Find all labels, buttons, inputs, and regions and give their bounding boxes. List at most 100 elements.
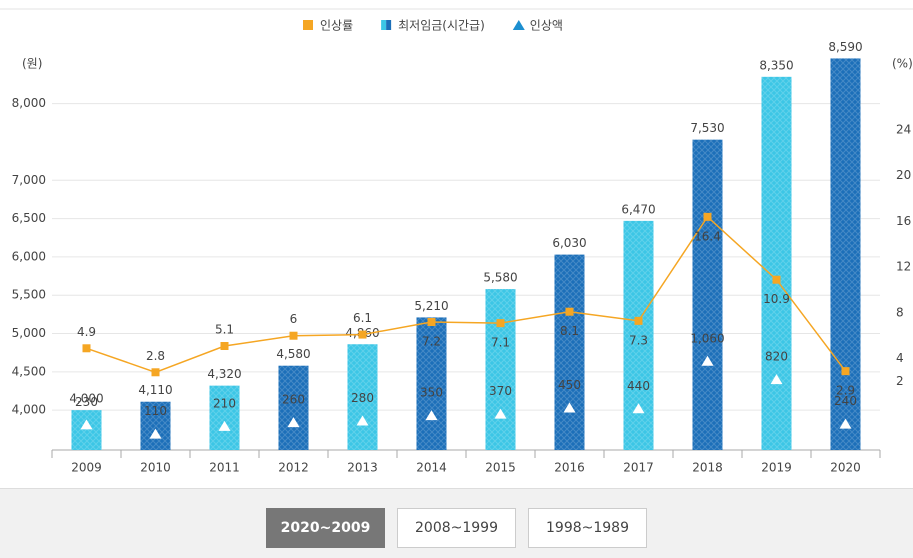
rate-marker <box>289 331 298 340</box>
y-tick-label: 5,000 <box>12 326 46 340</box>
increase-label: 210 <box>213 396 236 410</box>
rate-line <box>86 215 847 374</box>
x-tick-label: 2020 <box>830 461 861 475</box>
period-button[interactable]: 2020~2009 <box>266 508 385 548</box>
increase-label: 820 <box>765 350 788 364</box>
increase-label: 260 <box>282 393 305 407</box>
period-bar: 2020~2009 2008~1999 1998~1989 <box>0 488 913 558</box>
x-tick-label: 2014 <box>416 461 447 475</box>
rate-marker <box>496 319 505 328</box>
bar <box>761 76 792 451</box>
increase-marker <box>287 417 300 428</box>
bar <box>554 254 585 450</box>
legend-swatch <box>381 20 387 30</box>
x-tick-label: 2016 <box>554 461 585 475</box>
bar <box>140 401 171 450</box>
increase-marker <box>356 415 369 426</box>
y2-tick-label: 4 <box>896 351 904 365</box>
legend-swatch <box>303 20 313 30</box>
period-button[interactable]: 2008~1999 <box>397 508 516 548</box>
y2-tick-label: 16 <box>896 214 911 228</box>
y2-tick-label: 20 <box>896 168 911 182</box>
rate-label: 7.1 <box>491 336 510 350</box>
increase-marker <box>149 428 162 439</box>
rate-label: 4.9 <box>77 325 96 339</box>
legend-label: 인상률 <box>320 19 353 33</box>
rate-marker <box>358 330 367 339</box>
rate-marker <box>565 307 574 316</box>
increase-label: 240 <box>834 394 857 408</box>
bar <box>71 410 102 450</box>
y-tick-label: 6,000 <box>12 249 46 263</box>
rate-marker <box>703 212 712 221</box>
y2-tick-label: 8 <box>896 305 904 319</box>
increase-marker <box>218 420 231 431</box>
y-tick-label: 7,000 <box>12 173 46 187</box>
legend-swatch <box>386 20 392 30</box>
x-tick-label: 2009 <box>71 461 102 475</box>
bar <box>347 344 378 450</box>
increase-marker <box>563 402 576 413</box>
y2-tick-label: 2 <box>896 374 904 388</box>
rate-marker <box>841 367 850 376</box>
rate-label: 6 <box>290 312 298 326</box>
rate-label: 10.9 <box>763 292 790 306</box>
x-tick-label: 2012 <box>278 461 309 475</box>
legend-label: 인상액 <box>530 19 563 33</box>
increase-marker <box>494 408 507 419</box>
y-tick-label: 8,000 <box>12 96 46 110</box>
y-axis-unit: (원) <box>22 57 42 71</box>
rate-label: 5.1 <box>215 323 234 337</box>
period-button[interactable]: 1998~1989 <box>528 508 647 548</box>
legend-label: 최저임금(시간급) <box>398 19 485 33</box>
bar <box>692 139 723 451</box>
increase-marker <box>701 355 714 366</box>
rate-label: 2.8 <box>146 349 165 363</box>
rate-label: 2.9 <box>836 384 855 398</box>
rate-label: 8.1 <box>560 324 579 338</box>
rate-marker <box>151 368 160 377</box>
increase-label: 370 <box>489 384 512 398</box>
x-tick-label: 2015 <box>485 461 516 475</box>
x-tick-label: 2013 <box>347 461 378 475</box>
bar-value-label: 4,110 <box>138 383 172 397</box>
bar <box>209 385 240 450</box>
x-tick-label: 2010 <box>140 461 171 475</box>
y2-axis-unit: (%) <box>892 57 913 71</box>
x-tick-label: 2018 <box>692 461 723 475</box>
increase-marker <box>425 410 438 421</box>
increase-marker <box>80 419 93 430</box>
rate-marker <box>220 342 229 350</box>
legend-swatch <box>512 20 525 30</box>
rate-marker <box>82 344 91 353</box>
x-tick-label: 2019 <box>761 461 792 475</box>
y-tick-label: 4,500 <box>12 364 46 378</box>
increase-label: 440 <box>627 379 650 393</box>
increase-label: 450 <box>558 378 581 392</box>
rate-marker <box>427 318 436 326</box>
bar-value-label: 6,030 <box>552 236 586 250</box>
x-tick-label: 2011 <box>209 461 240 475</box>
bar-value-label: 8,590 <box>828 40 862 54</box>
bar-value-label: 5,210 <box>414 299 448 313</box>
rate-marker <box>772 275 781 284</box>
rate-label: 6.1 <box>353 311 372 325</box>
increase-marker <box>839 418 852 429</box>
rate-label: 16.4 <box>694 229 721 243</box>
x-tick-label: 2017 <box>623 461 654 475</box>
rate-label: 7.3 <box>629 333 648 347</box>
y-tick-label: 6,500 <box>12 211 46 225</box>
chart: (원) (%) 4,000 4,500 5,000 5,500 6,000 6,500 7,… <box>0 8 913 475</box>
increase-marker <box>770 374 783 385</box>
increase-label: 110 <box>144 404 167 418</box>
rate-label: 7.2 <box>422 335 441 349</box>
rate-marker <box>634 316 643 325</box>
bar-value-label: 8,350 <box>759 58 793 72</box>
y-tick-label: 4,000 <box>12 403 46 417</box>
y-tick-label: 5,500 <box>12 288 46 302</box>
y2-tick-label: 12 <box>896 260 911 274</box>
bar-value-label: 5,580 <box>483 271 517 285</box>
bar-value-label: 7,530 <box>690 121 724 135</box>
increase-label: 280 <box>351 391 374 405</box>
